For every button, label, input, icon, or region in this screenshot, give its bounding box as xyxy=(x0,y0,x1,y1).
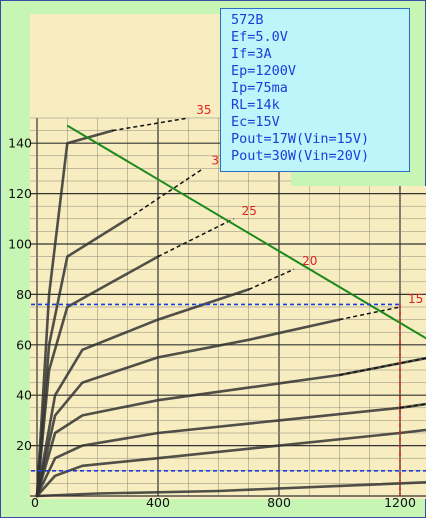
info-pout-15v: Pout=17W(Vin=15V) xyxy=(231,131,370,147)
plate-curves xyxy=(35,117,426,498)
curve-label-20: 20 xyxy=(302,254,317,268)
curve-label-35: 35 xyxy=(196,103,211,117)
plate-curve-30 xyxy=(35,217,130,498)
plate-curve-ext-20 xyxy=(248,268,295,291)
plate-curve-35 xyxy=(35,129,114,498)
info-filament-voltage: Ef=5.0V xyxy=(231,29,288,45)
plate-curve-ext-30 xyxy=(127,167,204,220)
plate-curve-ext-15 xyxy=(339,306,401,321)
plate-curve-15 xyxy=(35,318,341,498)
x-tick-label: 400 xyxy=(146,495,170,510)
y-axis-ticks: 20 40 60 80 100 120 140 xyxy=(8,136,32,453)
plate-curve-ext-5 xyxy=(399,403,426,409)
curve-label-15: 15 xyxy=(408,292,423,306)
plate-curve-ext-10 xyxy=(339,357,426,376)
plate-curve--5 xyxy=(35,481,426,498)
x-tick-label: 800 xyxy=(267,495,291,510)
plate-curve-ext-25 xyxy=(157,218,234,258)
curve-label-25: 25 xyxy=(242,204,257,218)
load-line-path xyxy=(66,124,426,340)
y-tick-label: 100 xyxy=(8,237,32,252)
tube-parameters-box: 572B Ef=5.0V If=3A Ep=1200V Ip=75ma RL=1… xyxy=(220,8,410,172)
x-tick-label: 0 xyxy=(31,495,39,510)
plate-curve-ext-35 xyxy=(112,117,189,132)
x-tick-label: 1200 xyxy=(384,495,416,510)
grid xyxy=(30,117,426,497)
y-tick-label: 20 xyxy=(16,438,32,453)
y-tick-label: 40 xyxy=(16,388,32,403)
x-axis-ticks: 0400800120016002000 xyxy=(31,495,416,510)
info-filament-current: If=3A xyxy=(231,46,272,62)
info-pout-20v: Pout=30W(Vin=20V) xyxy=(231,148,370,164)
load-line: 14k xyxy=(66,124,426,340)
plate-curve-20 xyxy=(35,288,251,498)
y-tick-label: 140 xyxy=(8,136,32,151)
plate-curve-0 xyxy=(35,428,426,498)
info-plate-voltage: Ep=1200V xyxy=(231,63,297,79)
y-tick-label: 60 xyxy=(16,337,32,352)
y-tick-label: 120 xyxy=(8,186,32,201)
info-load-resistance: RL=14k xyxy=(231,97,280,113)
info-tube-type: 572B xyxy=(231,12,264,28)
plate-curve-25 xyxy=(35,255,160,498)
operating-point-lines xyxy=(31,303,426,496)
info-plate-current: Ip=75ma xyxy=(231,80,288,96)
info-grid-voltage: Ec=15V xyxy=(231,114,280,130)
y-tick-label: 80 xyxy=(16,287,32,302)
